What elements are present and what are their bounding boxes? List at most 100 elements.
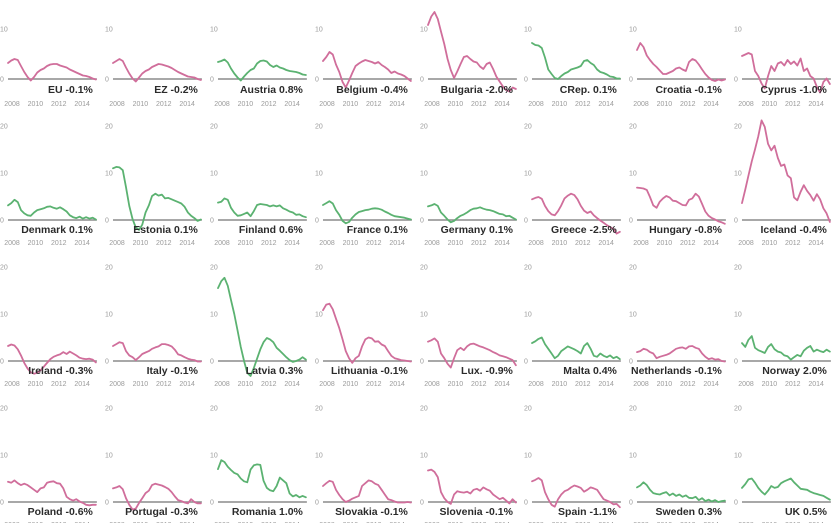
- y-tick-label: 10: [315, 452, 323, 459]
- inflation-series-line: [216, 58, 307, 82]
- x-tick-label: 2012: [470, 240, 486, 247]
- chart-label: Estonia 0.1%: [133, 225, 198, 236]
- y-tick-label: 10: [0, 170, 8, 177]
- y-tick-label: 20: [734, 123, 742, 130]
- x-tick-label: 2010: [447, 101, 463, 108]
- inflation-series-line: [321, 51, 412, 89]
- x-tick-label: 2010: [552, 101, 568, 108]
- chart-label: Sweden 0.3%: [656, 507, 723, 518]
- x-tick-label: 2010: [447, 381, 463, 388]
- x-tick-label: 2010: [342, 522, 358, 523]
- x-tick-label: 2010: [657, 522, 673, 523]
- mini-chart-germany: 20 10 0 Germany 0.1% 2008 2010 2012 2014: [420, 112, 525, 253]
- inflation-series-line: [216, 459, 307, 499]
- x-tick-label: 2008: [529, 101, 545, 108]
- x-tick-label: 2008: [633, 240, 649, 247]
- inflation-series-line: [636, 345, 727, 363]
- x-tick-label: 2010: [657, 240, 673, 247]
- y-tick-label: 10: [524, 452, 532, 459]
- x-tick-label: 2010: [657, 381, 673, 388]
- chart-label: UK 0.5%: [785, 507, 828, 518]
- y-tick-label: 10: [420, 170, 428, 177]
- y-tick-label: 0: [0, 499, 4, 506]
- y-tick-label: 20: [734, 405, 742, 412]
- x-tick-label: 2008: [319, 381, 335, 388]
- y-tick-label: 10: [0, 26, 8, 33]
- x-tick-label: 2012: [366, 522, 382, 523]
- inflation-series-line: [321, 302, 412, 364]
- line-chart-svg: 10 0 Cyprus -1.0% 2008 2010 2012 2014: [734, 26, 832, 108]
- x-tick-label: 2012: [785, 522, 801, 523]
- y-tick-label: 10: [210, 452, 218, 459]
- x-tick-label: 2010: [237, 522, 253, 523]
- x-tick-label: 2010: [28, 240, 44, 247]
- y-tick-label: 0: [105, 358, 109, 365]
- line-chart-svg: 10 0 Croatia -0.1% 2008 2010 2012 2014: [629, 26, 727, 108]
- x-tick-label: 2008: [424, 240, 440, 247]
- x-tick-label: 2008: [738, 101, 754, 108]
- inflation-series-line: [636, 481, 727, 503]
- x-tick-label: 2010: [762, 381, 778, 388]
- x-tick-label: 2014: [704, 522, 720, 523]
- x-tick-label: 2014: [389, 101, 405, 108]
- y-tick-label: 0: [315, 358, 319, 365]
- chart-label: Hungary -0.8%: [649, 225, 722, 236]
- y-tick-label: 20: [629, 405, 637, 412]
- y-tick-label: 20: [420, 123, 428, 130]
- line-chart-svg: 10 0 Bulgaria -2.0%2008 2010 2012 2014: [420, 11, 517, 108]
- y-tick-label: 0: [734, 358, 738, 365]
- y-tick-label: 20: [734, 264, 742, 271]
- mini-chart-latvia: 20 10 0 Latvia 0.3% 2008 2010 2012 2014: [210, 253, 315, 394]
- y-tick-label: 20: [0, 123, 8, 130]
- x-tick-label: 2012: [261, 381, 277, 388]
- chart-label: Bulgaria -2.0%: [440, 85, 513, 96]
- chart-label: Austria 0.8%: [240, 85, 304, 96]
- y-tick-label: 0: [420, 217, 424, 224]
- y-tick-label: 0: [734, 76, 738, 83]
- x-tick-label: 2010: [132, 522, 148, 523]
- inflation-series-line: [426, 11, 517, 93]
- mini-chart-greece: 20 10 0 Greece -2.5% 2008 2010 2012 2014: [524, 112, 629, 253]
- y-tick-label: 10: [734, 26, 742, 33]
- x-tick-label: 2010: [132, 381, 148, 388]
- x-tick-label: 2010: [342, 240, 358, 247]
- x-tick-label: 2012: [51, 522, 67, 523]
- x-tick-label: 2010: [552, 381, 568, 388]
- x-tick-label: 2014: [599, 101, 615, 108]
- x-tick-label: 2014: [179, 101, 195, 108]
- x-tick-label: 2012: [785, 101, 801, 108]
- x-tick-label: 2010: [28, 101, 44, 108]
- inflation-series-line: [531, 477, 622, 509]
- y-tick-label: 20: [0, 264, 8, 271]
- y-tick-label: 10: [315, 26, 323, 33]
- x-tick-label: 2012: [51, 381, 67, 388]
- chart-label: Croatia -0.1%: [656, 85, 723, 96]
- x-tick-label: 2012: [51, 240, 67, 247]
- x-tick-label: 2010: [552, 522, 568, 523]
- x-tick-label: 2012: [261, 240, 277, 247]
- y-tick-label: 20: [105, 264, 113, 271]
- line-chart-svg: 10 0 EZ -0.2% 2008 2010 2012 2014: [105, 26, 202, 108]
- chart-label: Iceland -0.4%: [761, 225, 828, 236]
- y-tick-label: 0: [629, 499, 633, 506]
- x-tick-label: 2010: [762, 101, 778, 108]
- y-tick-label: 0: [734, 499, 738, 506]
- line-chart-svg: 10 0 Austria 0.8% 2008 2010 2012 2014: [210, 26, 307, 108]
- x-tick-label: 2010: [28, 522, 44, 523]
- x-tick-label: 2010: [447, 522, 463, 523]
- mini-chart-finland: 20 10 0 Finland 0.6% 2008 2010 2012 2014: [210, 112, 315, 253]
- x-tick-label: 2008: [633, 522, 649, 523]
- inflation-series-line: [741, 477, 831, 501]
- mini-chart-france: 20 10 0 France 0.1% 2008 2010 2012 2014: [315, 112, 420, 253]
